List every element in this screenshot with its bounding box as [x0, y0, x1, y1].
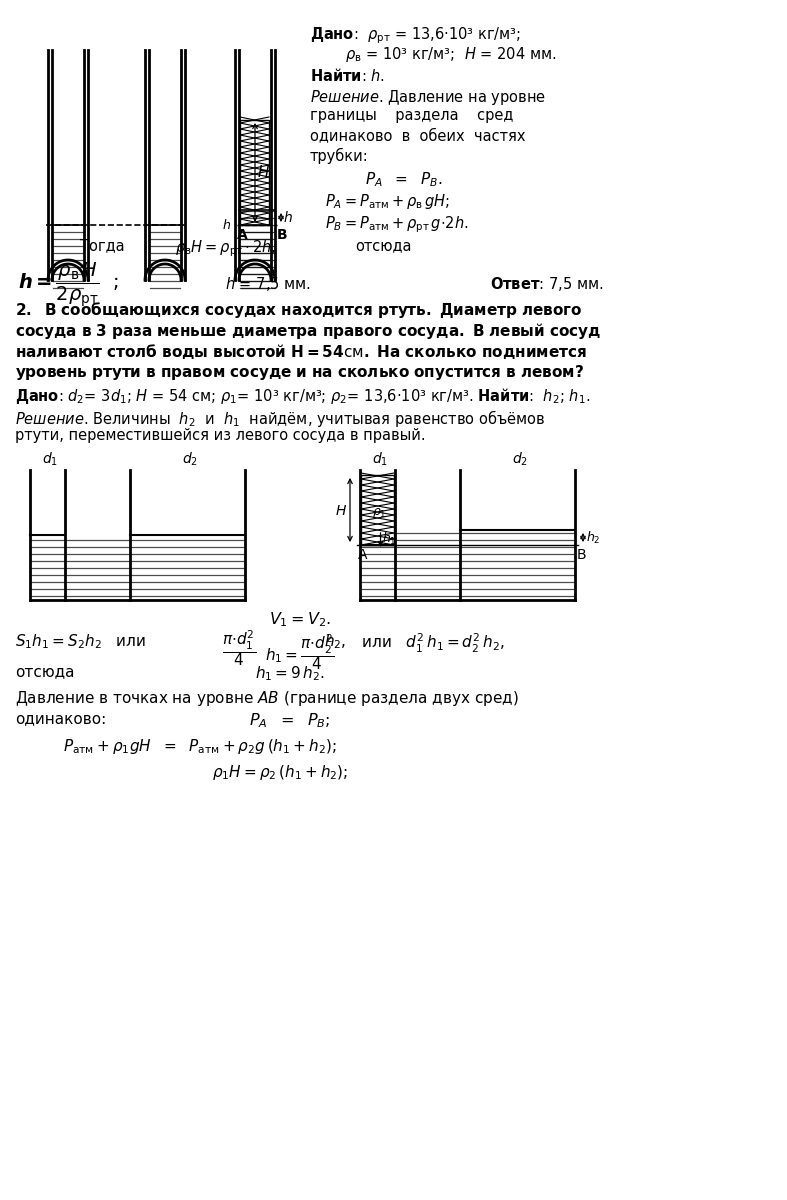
Text: или   $d_1^2\,h_1 = d_2^2\,h_2,$: или $d_1^2\,h_1 = d_2^2\,h_2,$ [352, 632, 504, 655]
Text: $\mathbf{сосуда\ в\ 3\ раза\ меньше\ диаметра\ правого\ сосуда.\ В\ левый\ сосуд: $\mathbf{сосуда\ в\ 3\ раза\ меньше\ диа… [15, 320, 601, 341]
Text: $d_1$: $d_1$ [372, 451, 389, 468]
Text: $d_2$: $d_2$ [183, 451, 198, 468]
Text: $d_1$: $d_1$ [42, 451, 58, 468]
Text: $d_2$: $d_2$ [512, 451, 529, 468]
Text: $\bf{Дано}$:  $\rho_{\rm рт}$ = 13,6·10³ кг/м³;: $\bf{Дано}$: $\rho_{\rm рт}$ = 13,6·10³ … [310, 25, 521, 46]
Text: $\mathbf{уровень\ ртути\ в\ правом\ сосуде\ и\ на\ сколько\ опустится\ в\ левом?: $\mathbf{уровень\ ртути\ в\ правом\ сосу… [15, 362, 584, 382]
Text: $P_B = P_{\rm атм} + \rho_{\rm рт}\,g{\cdot}2h.$: $P_B = P_{\rm атм} + \rho_{\rm рт}\,g{\c… [325, 214, 468, 235]
Text: A: A [237, 228, 248, 242]
Text: $P_A\ \ =\ \ P_B.$: $P_A\ \ =\ \ P_B.$ [365, 170, 443, 188]
Text: отсюда: отсюда [355, 238, 412, 253]
Text: $V_1 = V_2.$: $V_1 = V_2.$ [269, 610, 331, 629]
Text: B: B [577, 548, 586, 562]
Text: $\boldsymbol{h = \dfrac{\rho_{\rm в}\,H}{2\rho_{\rm рт}}}$  ;: $\boldsymbol{h = \dfrac{\rho_{\rm в}\,H}… [18, 260, 119, 308]
Text: $h$ = 7,5 мм.: $h$ = 7,5 мм. [225, 275, 311, 293]
Text: h: h [223, 218, 231, 232]
Text: $S_1 h_1 = S_2 h_2$   или: $S_1 h_1 = S_2 h_2$ или [15, 632, 146, 650]
Text: B: B [277, 228, 287, 242]
Text: H: H [336, 504, 346, 518]
Text: $\rho_{\rm в}H = \rho_{\rm рт} \cdot 2h,$: $\rho_{\rm в}H = \rho_{\rm рт} \cdot 2h,… [175, 238, 276, 258]
Text: $h_2,$: $h_2,$ [324, 632, 346, 650]
Text: $\mathbf{2.\ \ В\ сообщающихся\ сосудах\ находится\ ртуть.\ Диаметр\ левого}$: $\mathbf{2.\ \ В\ сообщающихся\ сосудах\… [15, 300, 582, 320]
Text: $\it{Решение}$. Величины  $h_2$  и  $h_1$  найдём, учитывая равенство объёмов: $\it{Решение}$. Величины $h_2$ и $h_1$ н… [15, 408, 545, 428]
Text: $\bf{Дано}$: $d_2$= 3$d_1$; $H$ = 54 см; $\rho_1$= 10³ кг/м³; $\rho_2$= 13,6·10³: $\bf{Дано}$: $d_2$= 3$d_1$; $H$ = 54 см;… [15, 386, 590, 406]
Text: $\bf{Ответ}$: 7,5 мм.: $\bf{Ответ}$: 7,5 мм. [490, 275, 603, 293]
Text: Давление в точках на уровне $AB$ (границе раздела двух сред): Давление в точках на уровне $AB$ (границ… [15, 689, 519, 708]
Text: H: H [258, 164, 269, 180]
Text: $h_1$: $h_1$ [382, 530, 397, 547]
Text: $h_1 = \dfrac{\pi{\cdot}d_2^2}{4}$: $h_1 = \dfrac{\pi{\cdot}d_2^2}{4}$ [265, 632, 334, 672]
Bar [361, 475, 394, 545]
Text: $\rho_1 H = \rho_2\,(h_1 + h_2);$: $\rho_1 H = \rho_2\,(h_1 + h_2);$ [212, 763, 348, 782]
Text: трубки:: трубки: [310, 148, 369, 164]
Text: одинаково  в  обеих  частях: одинаково в обеих частях [310, 128, 526, 143]
Text: $P_A\ \ =\ \ P_B;$: $P_A\ \ =\ \ P_B;$ [249, 710, 331, 730]
Text: h: h [284, 210, 293, 224]
Text: Тогда: Тогда [80, 238, 124, 253]
Text: $\it{Решение}$. Давление на уровне: $\it{Решение}$. Давление на уровне [310, 88, 546, 107]
Text: $h_1 = 9\,h_2.$: $h_1 = 9\,h_2.$ [255, 664, 325, 683]
Text: границы    раздела    сред: границы раздела сред [310, 108, 513, 122]
Text: $\rho_{\rm в}$ = 10³ кг/м³;  $H$ = 204 мм.: $\rho_{\rm в}$ = 10³ кг/м³; $H$ = 204 мм… [345, 44, 556, 64]
Text: $\dfrac{\pi{\cdot}d_1^2}{4}$: $\dfrac{\pi{\cdot}d_1^2}{4}$ [222, 628, 256, 668]
Text: $P_A = P_{\rm атм} + \rho_{\rm в}\,gH;$: $P_A = P_{\rm атм} + \rho_{\rm в}\,gH;$ [325, 192, 450, 211]
Text: $P_{\rm атм} + \rho_1 gH\ \ =\ \ P_{\rm атм} + \rho_2 g\,(h_1 + h_2);$: $P_{\rm атм} + \rho_1 gH\ \ =\ \ P_{\rm … [63, 737, 337, 756]
Text: $\bf{Найти}$: $h$.: $\bf{Найти}$: $h$. [310, 67, 385, 84]
Bar [240, 120, 269, 226]
Text: одинаково:: одинаково: [15, 710, 106, 726]
Text: отсюда: отсюда [15, 664, 75, 679]
Text: A: A [358, 548, 368, 562]
Text: $\mathbf{наливают\ столб\ воды\ высотой\ H{=}54{\rm см}.\ На\ сколько\ подниметс: $\mathbf{наливают\ столб\ воды\ высотой\… [15, 342, 587, 361]
Text: ртути, переместившейся из левого сосуда в правый.: ртути, переместившейся из левого сосуда … [15, 428, 426, 443]
Text: $h_2$: $h_2$ [586, 529, 600, 546]
Text: $\rho_1$: $\rho_1$ [372, 506, 387, 520]
